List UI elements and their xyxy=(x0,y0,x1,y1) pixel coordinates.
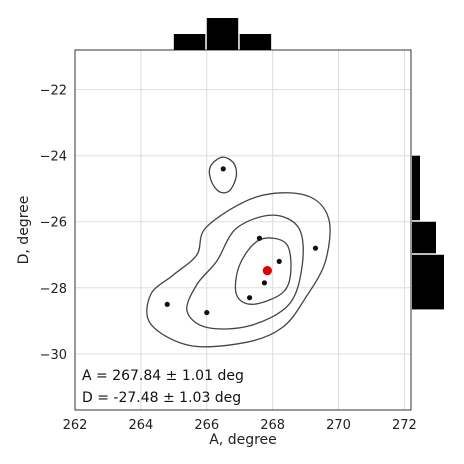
contour-line xyxy=(234,237,292,305)
x-tick-label: 266 xyxy=(194,418,219,433)
data-point xyxy=(164,301,170,307)
contour-line xyxy=(146,192,331,348)
hist-x-bar xyxy=(239,34,272,50)
estimate-point xyxy=(262,266,272,276)
contour-line xyxy=(208,156,238,194)
x-tick-labels: 262 264 266 268 270 272 xyxy=(63,418,417,433)
plot-frame xyxy=(74,49,412,411)
y-tick-label: −22 xyxy=(40,84,67,99)
x-tick-label: 272 xyxy=(392,418,417,433)
y-tick-label: −28 xyxy=(40,282,67,297)
grid xyxy=(74,50,411,410)
data-points xyxy=(164,166,319,316)
hist-x-bar xyxy=(206,18,239,50)
data-point xyxy=(246,295,253,301)
top-histogram xyxy=(173,18,272,50)
data-point xyxy=(204,309,210,316)
y-axis-label: D, degree xyxy=(16,196,32,265)
hist-y-bar xyxy=(412,221,436,254)
x-tick-label: 268 xyxy=(260,418,285,433)
x-tick-label: 270 xyxy=(326,418,351,433)
x-tick-label: 262 xyxy=(63,418,88,433)
contour-group xyxy=(146,156,331,348)
x-tick-label: 264 xyxy=(128,418,153,433)
y-tick-labels: −22 −24 −26 −28 −30 xyxy=(40,84,67,363)
data-point xyxy=(261,280,268,286)
annotation-a: A = 267.84 ± 1.01 deg xyxy=(82,368,244,384)
hist-y-bar xyxy=(412,155,420,221)
right-histogram xyxy=(412,155,444,310)
y-tick-label: −26 xyxy=(40,216,67,231)
y-tick-label: −24 xyxy=(40,150,67,165)
data-point xyxy=(276,258,282,264)
data-point xyxy=(312,245,319,251)
contour-line xyxy=(186,214,304,330)
data-point xyxy=(256,235,263,241)
hist-y-bar xyxy=(412,254,444,310)
hist-x-bar xyxy=(173,34,206,50)
x-axis-label: A, degree xyxy=(209,432,277,448)
data-point xyxy=(220,166,226,172)
y-tick-label: −30 xyxy=(40,348,67,363)
annotation-d: D = -27.48 ± 1.03 deg xyxy=(82,390,241,406)
